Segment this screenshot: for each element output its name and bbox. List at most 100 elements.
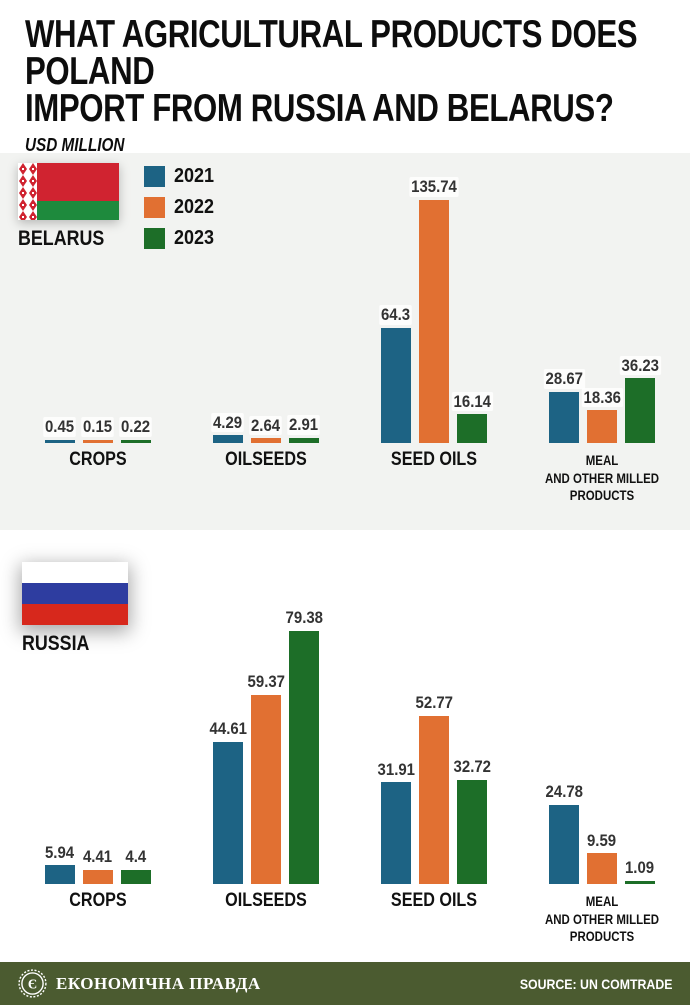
bar-value-label: 31.91 (375, 759, 417, 780)
bar-column: 18.36 (581, 387, 623, 443)
legend-item-2022: 2022 (144, 196, 219, 219)
russia-label: RUSSIA (22, 632, 90, 655)
bar-2023 (625, 880, 655, 884)
legend-label-2022: 2022 (174, 196, 215, 218)
bar-value-label: 1.09 (623, 857, 657, 878)
bar-column: 4.4 (121, 847, 151, 884)
bar-value-label: 4.4 (123, 847, 149, 867)
bar-value-label: 44.61 (207, 719, 249, 739)
russia-flag-block: RUSSIA (22, 562, 128, 656)
bar-column: 1.09 (623, 857, 657, 884)
bar-value-label: 16.14 (451, 391, 493, 412)
belarus-flag-ornament (18, 163, 37, 220)
bar-2023 (289, 437, 319, 443)
belarus-flag-stripes (37, 163, 119, 220)
epravda-logo-icon: Є (18, 969, 47, 998)
legend-item-2023: 2023 (144, 227, 219, 250)
category-label: MEAL AND OTHER MILLED PRODUCTS (544, 453, 660, 504)
bar-2023 (121, 440, 151, 443)
bar-column: 28.67 (543, 369, 585, 443)
category-label: CROPS (69, 449, 127, 470)
bar-cluster: 31.91 52.77 32.72 (375, 693, 493, 884)
legend-item-2021: 2021 (144, 165, 219, 188)
source-credit: SOURCE: UN COMTRADE (519, 975, 672, 992)
legend-label-2021: 2021 (174, 165, 215, 187)
legend-swatch-2023 (144, 228, 165, 249)
belarus-bar-chart: 0.45 0.15 0.22 CROPS 4.29 2.64 2.91 OILSEEDS 64.… (43, 153, 661, 507)
bar-value-label: 64.3 (379, 305, 413, 325)
bar-column: 36.23 (619, 355, 661, 443)
bar-column: 31.91 (375, 759, 417, 884)
bar-column: 79.38 (283, 608, 325, 884)
epravda-logo-glyph: Є (28, 977, 37, 992)
category-label: OILSEEDS (225, 449, 307, 470)
bar-column: 0.22 (119, 417, 153, 443)
bar-2022 (251, 438, 281, 443)
bar-column: 135.74 (409, 177, 459, 443)
bar-2021 (45, 440, 75, 443)
bar-cluster: 64.3 135.74 16.14 (379, 177, 493, 443)
belarus-label: BELARUS (18, 227, 105, 250)
bar-column: 9.59 (585, 830, 619, 884)
bar-column: 59.37 (245, 672, 287, 884)
bar-column: 5.94 (43, 842, 77, 884)
russia-flag (22, 562, 128, 625)
bar-value-label: 28.67 (543, 369, 585, 389)
bar-cluster: 44.61 59.37 79.38 (207, 608, 325, 884)
bar-column: 4.41 (81, 847, 115, 884)
category-group: 0.45 0.15 0.22 CROPS (43, 417, 153, 507)
bar-2023 (457, 779, 487, 884)
bar-value-label: 2.91 (287, 415, 321, 435)
bar-cluster: 24.78 9.59 1.09 (543, 782, 657, 884)
bar-value-label: 0.15 (81, 417, 115, 437)
bar-2022 (419, 715, 449, 884)
bar-column: 24.78 (543, 782, 585, 884)
bar-2022 (251, 694, 281, 884)
brand: Є ЕКОНОМІЧНА ПРАВДА (18, 969, 261, 998)
bar-value-label: 5.94 (43, 842, 77, 863)
bar-value-label: 9.59 (585, 830, 619, 851)
bar-cluster: 0.45 0.15 0.22 (43, 417, 153, 443)
bar-cluster: 4.29 2.64 2.91 (211, 412, 321, 443)
page-title: WHAT AGRICULTURAL PRODUCTS DOES POLAND I… (25, 13, 638, 131)
footer-bar: Є ЕКОНОМІЧНА ПРАВДА SOURCE: UN COMTRADE (0, 962, 690, 1005)
bar-column: 52.77 (413, 693, 455, 884)
bar-column: 16.14 (451, 391, 493, 443)
units-subtitle: USD MILLION (25, 135, 125, 156)
bar-column: 0.15 (81, 417, 115, 443)
russia-flag-red-stripe (22, 604, 128, 625)
bar-column: 2.91 (287, 415, 321, 443)
russia-flag-blue-stripe (22, 583, 128, 604)
header: WHAT AGRICULTURAL PRODUCTS DOES POLAND I… (25, 13, 690, 156)
bar-value-label: 59.37 (245, 672, 287, 692)
category-group: 5.94 4.41 4.4 CROPS (43, 842, 151, 948)
bar-value-label: 4.29 (211, 412, 245, 433)
bar-2021 (381, 782, 411, 884)
bar-column: 2.64 (249, 415, 283, 443)
category-group: 64.3 135.74 16.14 SEED OILS (379, 177, 493, 507)
bar-column: 32.72 (451, 757, 493, 884)
bar-2021 (549, 391, 579, 443)
bar-2023 (457, 414, 487, 443)
bar-value-label: 0.22 (119, 417, 153, 437)
bar-2021 (549, 804, 579, 884)
bar-2021 (213, 435, 243, 443)
category-label: CROPS (69, 890, 127, 911)
bar-value-label: 79.38 (283, 608, 325, 628)
bar-2022 (83, 869, 113, 884)
bar-2023 (121, 869, 151, 884)
category-group: 44.61 59.37 79.38 OILSEEDS (207, 608, 325, 948)
bar-2021 (381, 327, 411, 443)
category-group: 24.78 9.59 1.09 MEAL AND OTHER MILLED PRODU… (543, 782, 659, 948)
category-label: SEED OILS (390, 890, 478, 911)
bar-value-label: 2.64 (249, 415, 283, 436)
bar-value-label: 52.77 (413, 693, 455, 713)
bar-column: 64.3 (379, 305, 413, 443)
category-group: 31.91 52.77 32.72 SEED OILS (375, 693, 493, 948)
bar-value-label: 135.74 (409, 177, 459, 198)
bar-value-label: 32.72 (451, 757, 493, 777)
belarus-section: BELARUS 2021 2022 2023 0.45 0.15 0.22 CROPS… (0, 153, 690, 530)
bar-2021 (45, 865, 75, 884)
category-label: SEED OILS (390, 449, 478, 470)
